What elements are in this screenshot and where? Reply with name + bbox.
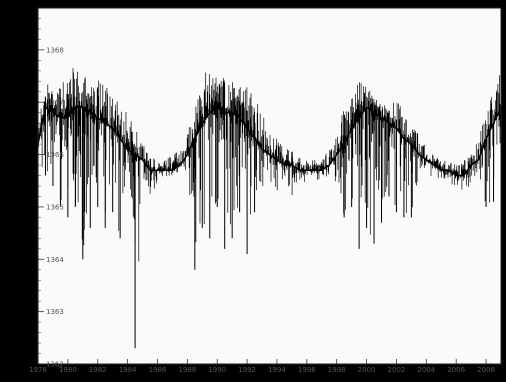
y-tick-label: 1367	[46, 99, 64, 107]
plot-area	[38, 8, 501, 364]
y-tick-label: 1366	[46, 151, 64, 159]
x-tick-label: 1994	[268, 366, 286, 374]
y-tick-label: 1364	[46, 256, 64, 264]
x-tick-label: 1978	[29, 366, 47, 374]
x-tick-label: 2006	[447, 366, 465, 374]
x-tick-label: 1980	[59, 366, 77, 374]
x-tick-label: 2000	[358, 366, 376, 374]
y-tick-label: 1365	[46, 203, 64, 211]
x-tick-label: 1996	[298, 366, 316, 374]
x-tick-label: 2008	[477, 366, 495, 374]
x-tick-label: 1984	[119, 366, 137, 374]
series-line	[37, 106, 502, 177]
x-tick-label: 1992	[238, 366, 256, 374]
x-tick-label: 2002	[388, 366, 406, 374]
x-tick-label: 1988	[178, 366, 196, 374]
y-tick-label: 1368	[46, 46, 64, 54]
x-tick-label: 1990	[208, 366, 226, 374]
x-tick-label: 1982	[89, 366, 107, 374]
series-0	[37, 68, 502, 349]
x-tick-label: 1986	[149, 366, 167, 374]
plot-border	[37, 7, 502, 365]
x-tick-label: 1998	[328, 366, 346, 374]
series-layer	[37, 68, 502, 349]
x-tick-label: 2004	[417, 366, 435, 374]
y-tick-label: 1363	[46, 308, 64, 316]
